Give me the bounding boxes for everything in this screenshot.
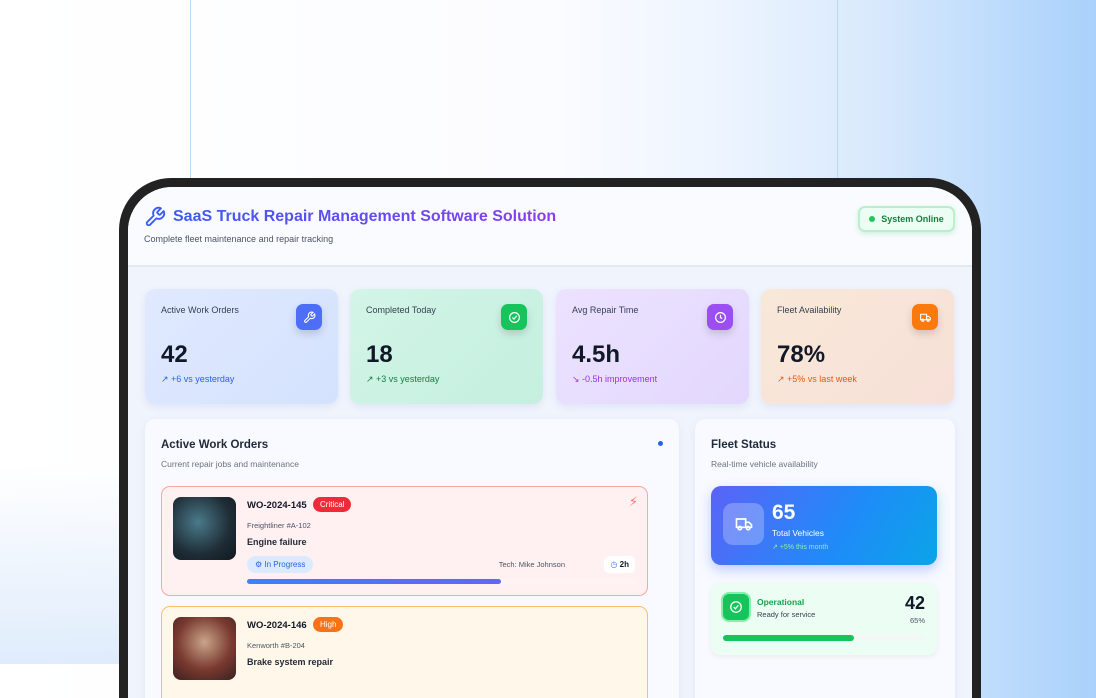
priority-badge: Critical (313, 497, 352, 512)
live-indicator-icon (658, 441, 663, 446)
issue-description: Brake system repair (247, 657, 334, 667)
background-line (837, 0, 838, 180)
operational-card[interactable]: Operational Ready for service 42 65% (711, 583, 937, 655)
background-decoration (0, 464, 120, 664)
operational-desc: Ready for service (757, 610, 816, 619)
progress-bar (247, 579, 637, 584)
technician: Tech: Mike Johnson (498, 560, 565, 569)
operational-count: 42 (904, 593, 925, 613)
operational-progress-bar (723, 635, 925, 641)
wrench-icon (145, 206, 166, 227)
stat-label: Active Work Orders (161, 305, 239, 315)
stat-card-fleet-availability[interactable]: Fleet Availability 78% ↗ +5% vs last wee… (761, 289, 954, 404)
total-vehicles-label: Total Vehicles (772, 528, 824, 538)
engine-photo (173, 497, 236, 560)
panel-title: Active Work Orders (161, 439, 269, 451)
work-order-card[interactable]: WO-2024-145 Critical ⚡ Freightliner #A-1… (161, 486, 648, 596)
clock-icon (707, 304, 733, 330)
stat-label: Completed Today (366, 305, 436, 315)
stat-value: 18 (366, 341, 393, 368)
panel-subtitle: Real-time vehicle availability (711, 459, 818, 469)
work-order-id: WO-2024-146 (247, 620, 307, 631)
vehicle-name: Kenworth #B-204 (247, 641, 305, 650)
stat-label: Fleet Availability (777, 305, 842, 315)
vehicle-name: Freightliner #A-102 (247, 521, 311, 530)
stat-value: 78% (777, 341, 826, 368)
page-title: SaaS Truck Repair Management Software So… (173, 208, 557, 225)
app-screen: SaaS Truck Repair Management Software So… (128, 187, 972, 698)
priority-badge: High (313, 617, 344, 632)
system-status-badge: System Online (858, 206, 955, 232)
work-orders-panel: Active Work Orders Current repair jobs a… (145, 419, 679, 698)
stat-card-avg-repair-time[interactable]: Avg Repair Time 4.5h ↘ -0.5h improvement (556, 289, 749, 404)
panel-title: Fleet Status (711, 439, 777, 451)
stat-change: ↗ +6 vs yesterday (161, 374, 235, 384)
stat-change: ↗ +5% vs last week (777, 374, 857, 384)
page-subtitle: Complete fleet maintenance and repair tr… (144, 234, 334, 244)
issue-description: Engine failure (247, 537, 307, 547)
stat-change: ↗ +3 vs yesterday (366, 374, 440, 384)
stat-value: 42 (161, 341, 188, 368)
background-line (190, 0, 191, 180)
truck-icon (912, 304, 938, 330)
status-badge: ⚙ In Progress (247, 556, 314, 573)
total-vehicles-count: 65 (772, 501, 796, 524)
device-frame: SaaS Truck Repair Management Software So… (119, 178, 981, 698)
check-circle-icon (721, 592, 751, 622)
progress-fill (723, 635, 855, 641)
time-estimate: ◷ 2h (604, 556, 635, 573)
total-vehicles-card[interactable]: 65 Total Vehicles ↗ +5% this month (711, 486, 937, 565)
lightning-icon: ⚡ (628, 494, 638, 509)
check-circle-icon (501, 304, 527, 330)
gear-icon: ⚙ (255, 560, 263, 569)
operational-percent: 65% (909, 616, 925, 625)
stat-label: Avg Repair Time (572, 305, 639, 315)
status-text: System Online (881, 214, 944, 224)
stat-card-completed-today[interactable]: Completed Today 18 ↗ +3 vs yesterday (350, 289, 543, 404)
operational-label: Operational (757, 597, 805, 607)
stat-value: 4.5h (572, 341, 621, 368)
progress-fill (247, 579, 501, 584)
brake-photo (173, 617, 236, 680)
truck-icon (723, 503, 764, 545)
clock-icon: ◷ (610, 560, 618, 569)
fleet-status-panel: Fleet Status Real-time vehicle availabil… (695, 419, 955, 698)
growth-text: ↗ +5% this month (772, 544, 829, 551)
wrench-icon (296, 304, 322, 330)
app-header: SaaS Truck Repair Management Software So… (128, 187, 972, 267)
panel-subtitle: Current repair jobs and maintenance (161, 459, 299, 469)
status-dot-icon (869, 216, 876, 222)
stat-card-active-work-orders[interactable]: Active Work Orders 42 ↗ +6 vs yesterday (145, 289, 338, 404)
work-order-card[interactable]: WO-2024-146 High Kenworth #B-204 Brake s… (161, 606, 648, 698)
stat-change: ↘ -0.5h improvement (572, 374, 658, 384)
work-order-id: WO-2024-145 (247, 500, 307, 511)
